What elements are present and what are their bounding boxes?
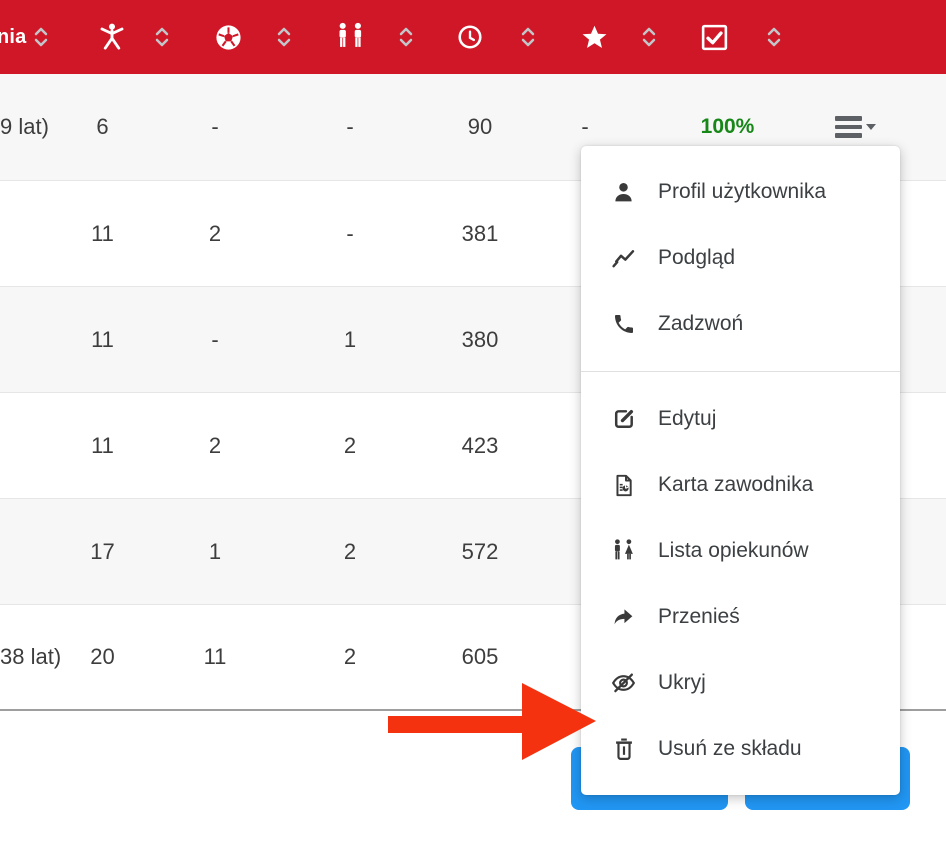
minutes-value: 572 [461,538,499,564]
sort-chevrons-icon [399,27,413,47]
table-header: nia [0,0,946,74]
minutes-value: 423 [461,432,499,458]
guardians-icon [610,538,637,565]
players-value: - [346,114,354,139]
football-icon [216,24,241,50]
column-header-players[interactable] [333,0,369,74]
row-actions-button[interactable] [835,116,876,138]
clock-icon [458,25,482,49]
goals-value: 2 [208,432,222,458]
menu-item-profil-uzytkownika[interactable]: Profil użytkownika [581,159,900,225]
appearances-value: 6 [96,114,109,139]
sort-chevrons-icon [277,27,291,47]
hamburger-icon [835,116,862,138]
sort-chevrons-icon [767,27,781,47]
player-name-fragment: 38 lat) [0,644,62,669]
chart-icon [610,245,637,272]
hide-icon [610,670,637,697]
column-header-birthdate[interactable]: nia [0,0,27,74]
menu-item-label: Usuń ze składu [658,737,802,760]
menu-item-label: Podgląd [658,246,736,269]
minutes-value: 605 [461,644,499,669]
caret-down-icon [866,124,876,130]
sort-chevrons-icon [34,27,48,47]
goals-value: - [211,114,219,139]
goals-value: 1 [208,538,222,564]
delete-icon [610,736,637,763]
appearances-value: 11 [91,432,114,458]
sort-control-birthdate[interactable] [29,0,53,74]
appearances-value: 11 [91,326,114,352]
player-card-icon [610,472,637,499]
appearances-value: 17 [90,538,115,564]
user-icon [610,179,637,206]
players-value: 2 [343,644,357,669]
appearances-value: 11 [91,220,114,246]
menu-item-przenies[interactable]: Przenieś [581,584,900,650]
menu-item-label: Karta zawodnika [658,473,814,496]
menu-item-karta-zawodnika[interactable]: Karta zawodnika [581,452,900,518]
column-header-rating[interactable] [580,0,609,74]
column-header-goals[interactable] [214,0,243,74]
sort-control-minutes[interactable] [516,0,540,74]
phone-icon [610,311,637,338]
sort-control-appearances[interactable] [150,0,174,74]
sort-chevrons-icon [155,27,169,47]
row-context-menu: Profil użytkownika Podgląd Zadzwoń [581,146,900,795]
menu-item-usun-ze-skladu[interactable]: Usuń ze składu [581,716,900,782]
sort-control-rating[interactable] [637,0,661,74]
menu-item-ukryj[interactable]: Ukryj [581,650,900,716]
sort-chevrons-icon [521,27,535,47]
checkbox-icon [701,24,728,50]
star-icon [582,25,607,48]
players-value: - [346,220,354,246]
players-value: 2 [343,538,357,564]
player-name-fragment: 9 lat) [0,114,49,139]
sort-control-players[interactable] [394,0,418,74]
appearances-value: 20 [90,644,115,669]
menu-item-label: Lista opiekunów [658,539,809,562]
move-icon [610,604,637,631]
menu-item-lista-opiekunow[interactable]: Lista opiekunów [581,518,900,584]
players-value: 2 [343,432,357,458]
players-value: 1 [343,326,357,352]
table-row: 9 lat) 6 - - 90 - 100% [0,74,946,181]
minutes-value: 90 [467,114,493,139]
menu-item-label: Edytuj [658,407,717,430]
menu-item-label: Profil użytkownika [658,180,827,203]
edit-icon [610,406,637,433]
column-header-attendance[interactable] [699,0,730,74]
menu-item-label: Przenieś [658,605,740,628]
menu-item-podglad[interactable]: Podgląd [581,225,900,291]
sort-chevrons-icon [642,27,656,47]
menu-item-label: Ukryj [658,671,706,694]
menu-item-zadzwon[interactable]: Zadzwoń [581,291,900,357]
menu-item-edytuj[interactable]: Edytuj [581,386,900,452]
athlete-icon [100,23,124,50]
menu-item-label: Zadzwoń [658,312,744,335]
sort-control-goals[interactable] [272,0,296,74]
menu-divider [581,371,900,372]
players-icon [339,22,362,47]
minutes-value: 380 [461,326,499,352]
sort-control-attendance[interactable] [762,0,786,74]
minutes-value: 381 [461,220,499,246]
goals-value: - [211,326,219,352]
column-header-minutes[interactable] [456,0,484,74]
column-label-partial: nia [0,25,27,48]
attendance-value: 100% [700,115,755,138]
rating-value: - [581,114,589,139]
column-header-appearances[interactable] [97,0,127,74]
goals-value: 11 [203,644,227,669]
goals-value: 2 [208,220,222,246]
